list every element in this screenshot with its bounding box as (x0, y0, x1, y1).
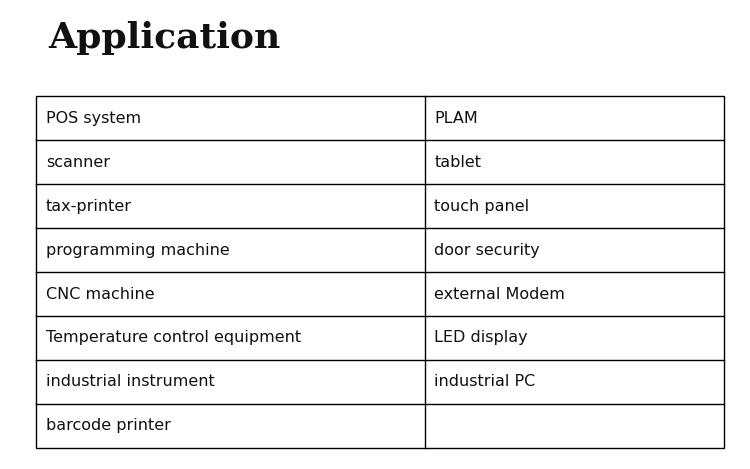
Text: programming machine: programming machine (46, 242, 230, 257)
Text: scanner: scanner (46, 155, 110, 170)
Text: door security: door security (434, 242, 540, 257)
Text: Temperature control equipment: Temperature control equipment (46, 331, 301, 346)
Text: tax-printer: tax-printer (46, 198, 132, 213)
Text: tablet: tablet (434, 155, 482, 170)
Text: CNC machine: CNC machine (46, 287, 154, 302)
Text: LED display: LED display (434, 331, 528, 346)
Text: external Modem: external Modem (434, 287, 566, 302)
Text: barcode printer: barcode printer (46, 418, 170, 433)
Text: PLAM: PLAM (434, 111, 478, 126)
Text: Application: Application (49, 21, 281, 55)
Text: touch panel: touch panel (434, 198, 530, 213)
Text: POS system: POS system (46, 111, 141, 126)
Text: industrial instrument: industrial instrument (46, 374, 214, 389)
Text: industrial PC: industrial PC (434, 374, 536, 389)
